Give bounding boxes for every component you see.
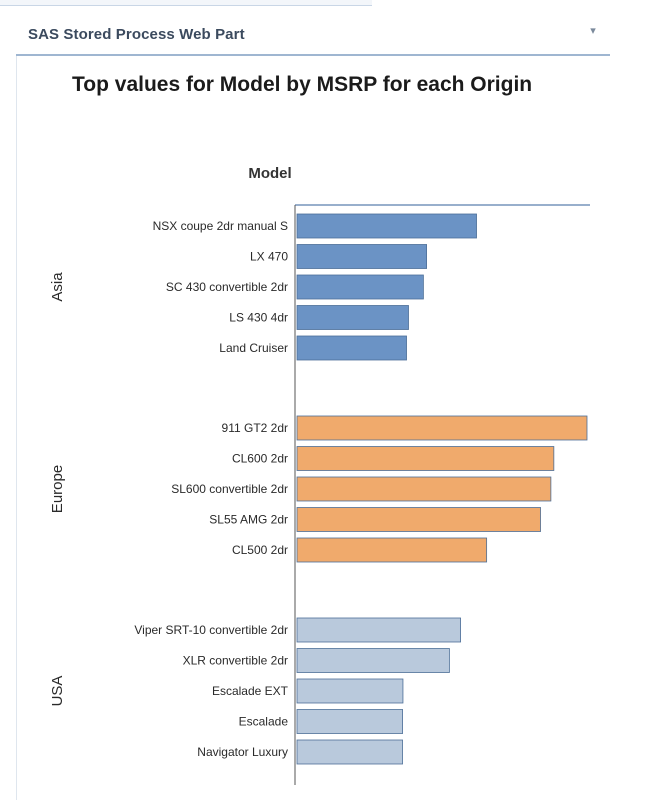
tick-label: SL55 AMG 2dr: [209, 513, 288, 527]
tick-label: Land Cruiser: [219, 341, 288, 355]
bars-layer: NSX coupe 2dr manual S LX 470 SC 430 conve…: [49, 213, 588, 765]
y-axis-caption: Model: [248, 165, 291, 182]
group-label-usa: USA: [49, 676, 66, 707]
web-part-header: SAS Stored Process Web Part ▾: [16, 14, 610, 56]
tick-label: 911 GT2 2dr: [222, 421, 288, 435]
bar-europe-3: [296, 476, 552, 502]
bar-asia-4: [296, 305, 409, 330]
tick-label: CL500 2dr: [232, 543, 288, 557]
bar-asia-5: [296, 335, 407, 361]
bar-usa-1: [296, 617, 461, 643]
web-part-title: SAS Stored Process Web Part: [28, 26, 245, 43]
top-strip: [0, 0, 652, 14]
chart-title: Top values for Model by MSRP for each Or…: [72, 73, 532, 96]
tick-label: XLR convertible 2dr: [183, 654, 288, 668]
group-label-europe: Europe: [49, 465, 66, 513]
tick-label: LS 430 4dr: [229, 311, 288, 325]
bar-asia-3: [296, 274, 424, 300]
bar-usa-5: [296, 739, 403, 765]
bar-usa-2: [296, 648, 450, 673]
bar-asia-1: [296, 213, 477, 239]
bar-europe-1: [296, 415, 588, 441]
tick-label: CL600 2dr: [232, 452, 288, 466]
bar-europe-4: [296, 507, 541, 532]
bar-usa-4: [296, 709, 403, 734]
bar-europe-5: [296, 537, 488, 563]
bar-europe-2: [296, 446, 555, 471]
tick-label: NSX coupe 2dr manual S: [153, 219, 288, 233]
tick-label: Navigator Luxury: [197, 745, 288, 759]
bar-usa-3: [296, 678, 404, 704]
tick-label: SL600 convertible 2dr: [171, 482, 288, 496]
chevron-down-icon[interactable]: ▾: [590, 25, 596, 37]
bar-asia-2: [296, 244, 428, 269]
panel-left-border: [16, 56, 17, 800]
tick-label: LX 470: [250, 250, 288, 264]
tab-edge: [0, 0, 372, 6]
tick-label: Escalade: [239, 715, 289, 729]
tick-label: SC 430 convertible 2dr: [166, 280, 288, 294]
tick-label: Viper SRT-10 convertible 2dr: [134, 623, 288, 637]
group-label-asia: Asia: [49, 272, 66, 302]
tick-label: Escalade EXT: [212, 684, 289, 698]
